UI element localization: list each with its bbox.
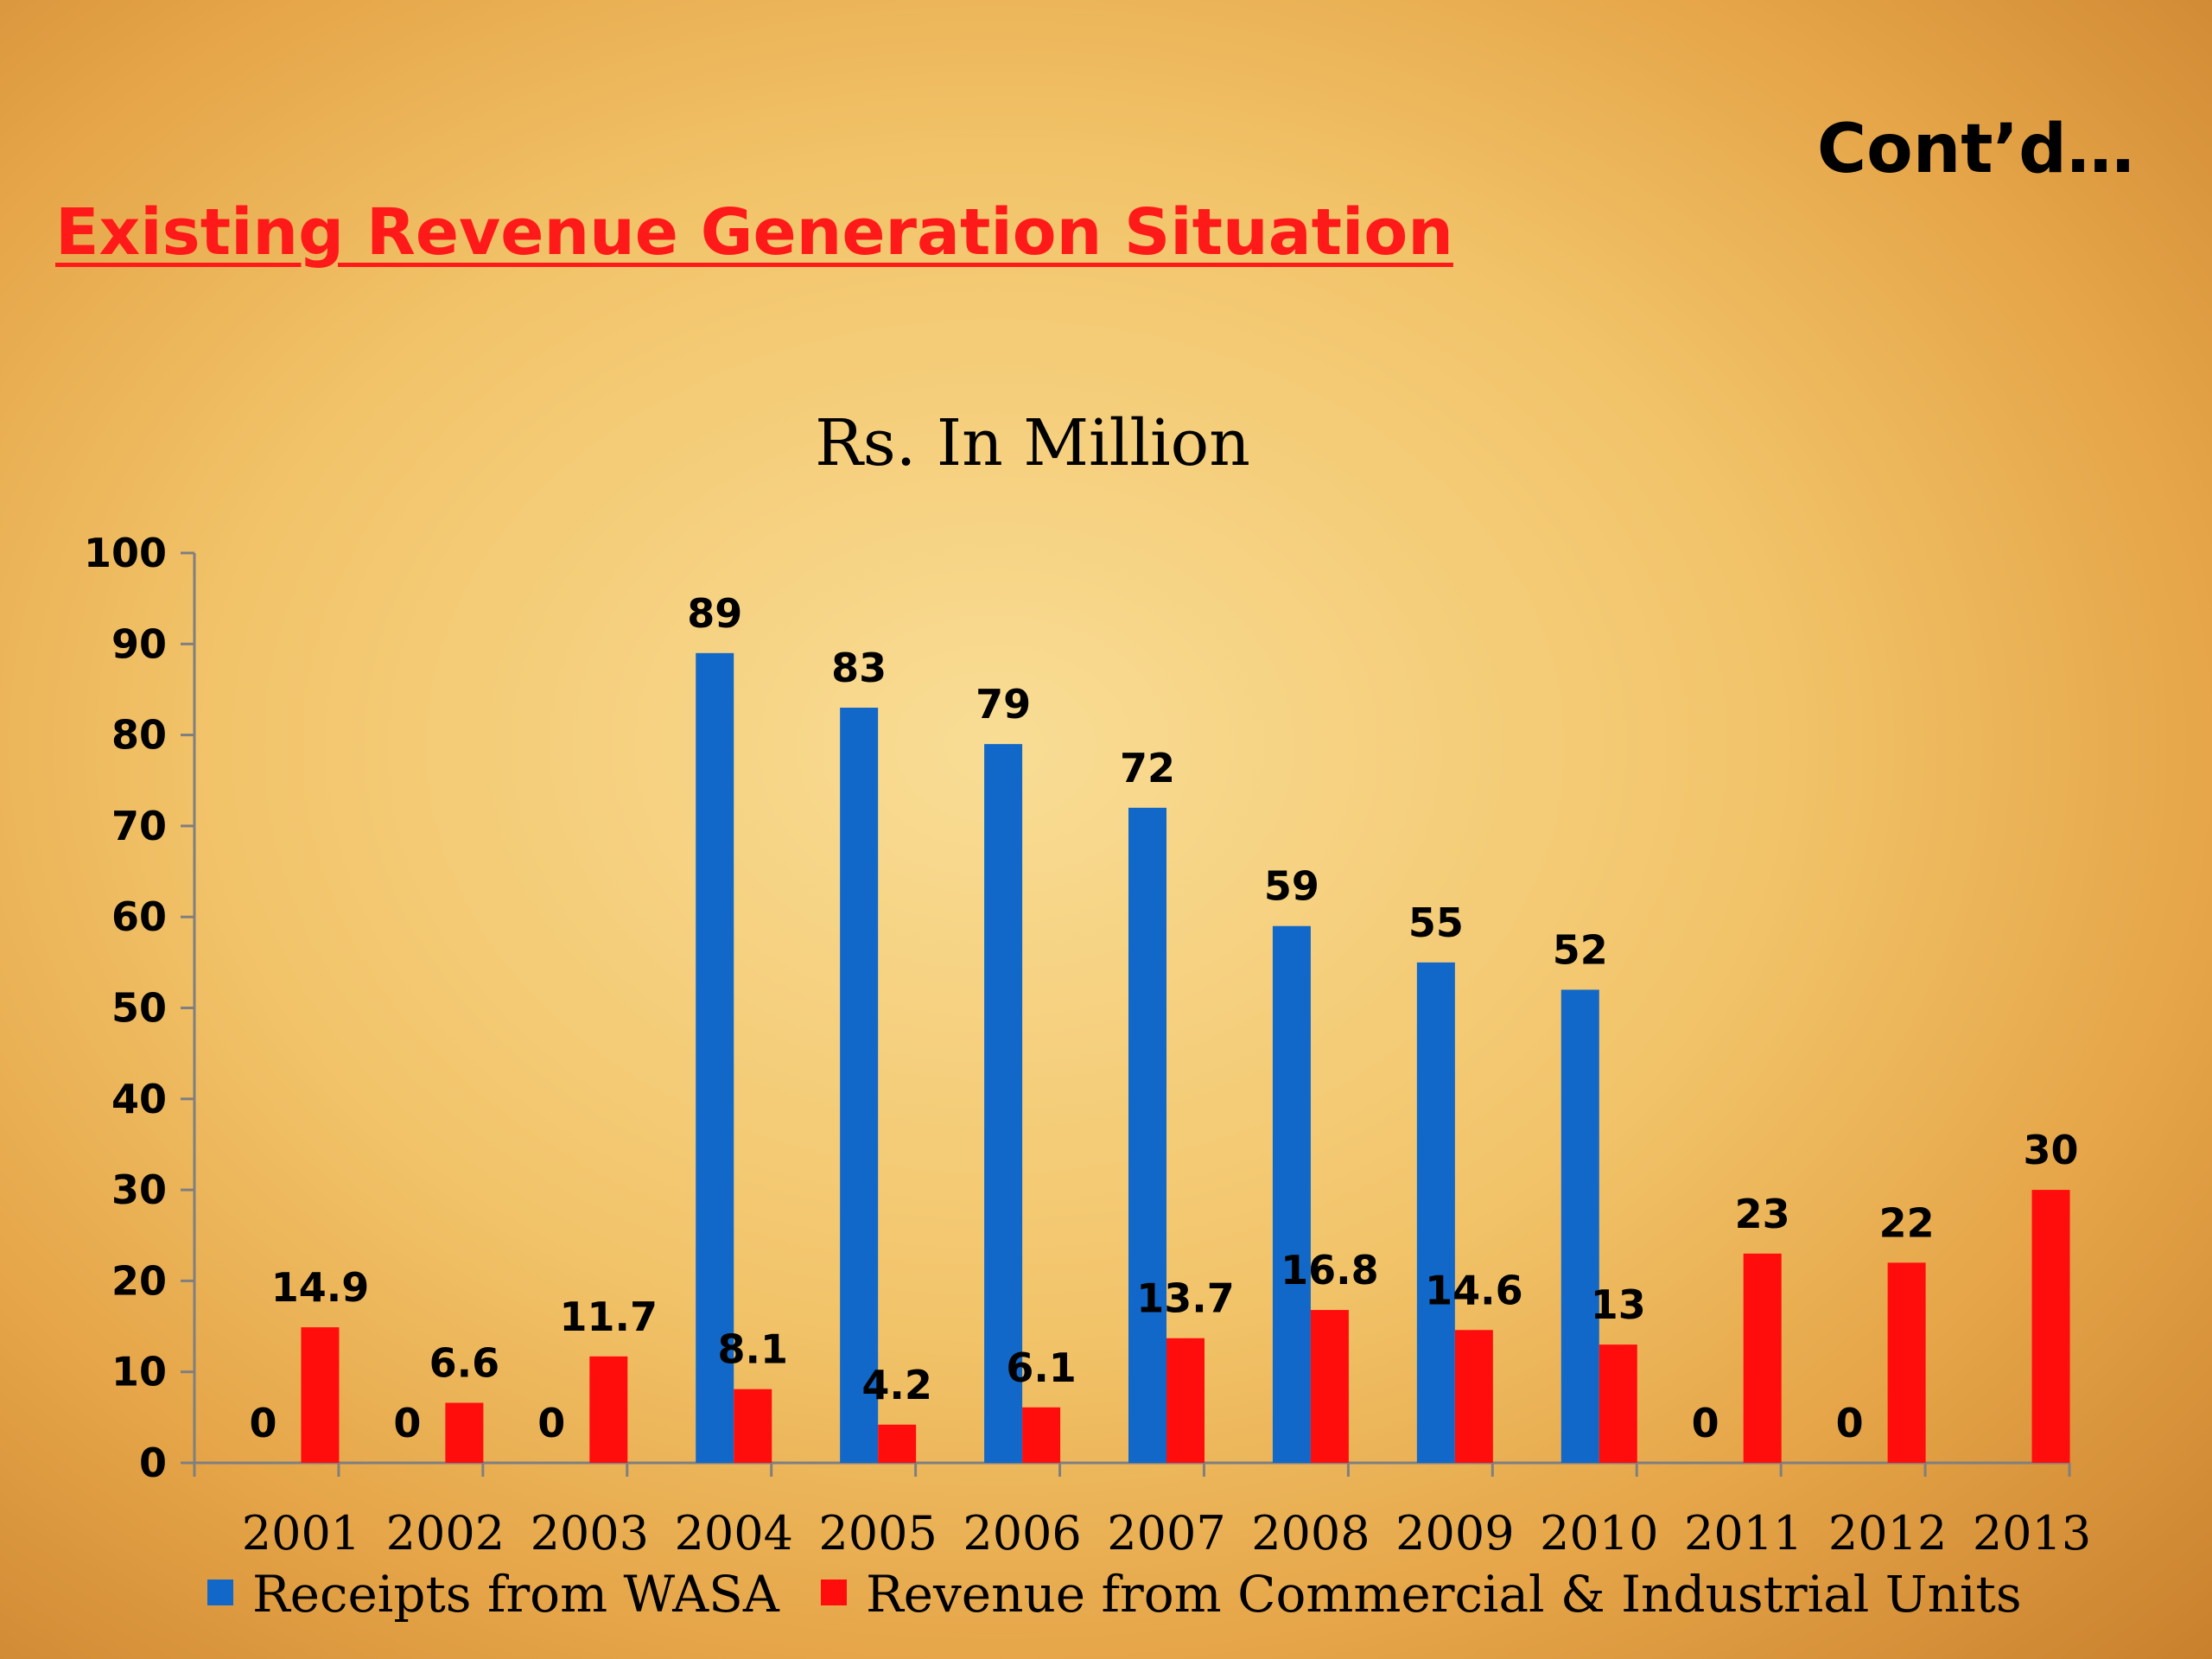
legend-swatch-commercial-industrial: [821, 1580, 847, 1605]
y-tick-label: 60: [111, 893, 167, 940]
bar-commercial-industrial: [301, 1327, 340, 1463]
chart-legend: Receipts from WASA Revenue from Commercia…: [207, 1565, 2022, 1624]
data-label-receipts-wasa: 55: [1408, 899, 1464, 946]
data-label-receipts-wasa: 89: [687, 590, 742, 637]
data-label-commercial-industrial: 4.2: [861, 1362, 932, 1408]
x-tick-label: 2013: [1973, 1506, 2091, 1560]
x-tick-label: 2006: [963, 1506, 1081, 1560]
bar-receipts-wasa: [984, 744, 1023, 1463]
y-tick-label: 100: [84, 530, 167, 576]
bar-receipts-wasa: [1128, 807, 1166, 1463]
x-tick-label: 2007: [1107, 1506, 1225, 1560]
y-tick-label: 70: [111, 803, 167, 849]
x-tick-label: 2004: [675, 1506, 793, 1560]
chart-axes: 0 10 20 30 40 50 60 70 80 90 100 2001 2002 2003 2004 20…: [84, 530, 2091, 1560]
y-tick-label: 40: [111, 1076, 167, 1122]
data-label-receipts-wasa: 52: [1553, 926, 1608, 973]
data-label-commercial-industrial: 13.7: [1136, 1275, 1235, 1322]
data-label-commercial-industrial: 14.9: [271, 1264, 370, 1311]
legend-label-commercial-industrial: Revenue from Commercial & Industrial Uni…: [866, 1565, 2022, 1624]
x-tick-label: 2001: [242, 1506, 360, 1560]
y-tick-label: 30: [111, 1166, 167, 1213]
x-tick-label: 2003: [531, 1506, 649, 1560]
data-label-receipts-wasa: 0: [249, 1400, 276, 1446]
chart-data-labels: 0 0 0 89 83 79 72 59 55 52 0 0 14.9 6.6 11.7 8.1 4.2 6.1 1…: [249, 590, 2078, 1446]
data-label-commercial-industrial: 23: [1735, 1191, 1790, 1237]
bar-receipts-wasa: [1272, 925, 1311, 1463]
data-label-commercial-industrial: 6.1: [1006, 1344, 1077, 1391]
x-tick-label: 2010: [1540, 1506, 1658, 1560]
data-label-receipts-wasa: 72: [1120, 745, 1175, 791]
legend-label-receipts-wasa: Receipts from WASA: [252, 1565, 780, 1624]
bar-receipts-wasa: [1416, 962, 1455, 1463]
data-label-receipts-wasa: 83: [831, 645, 887, 691]
x-tick-label: 2009: [1395, 1506, 1514, 1560]
y-tick-label: 50: [111, 985, 167, 1032]
data-label-receipts-wasa: 0: [1836, 1400, 1864, 1446]
y-tick-label: 90: [111, 620, 167, 667]
bar-commercial-industrial: [1022, 1407, 1061, 1463]
x-tick-label: 2002: [386, 1506, 505, 1560]
data-label-commercial-industrial: 11.7: [560, 1294, 658, 1340]
bar-commercial-industrial: [734, 1389, 772, 1463]
x-tick-label: 2011: [1684, 1506, 1802, 1560]
bar-commercial-industrial: [2031, 1190, 2070, 1463]
bar-commercial-industrial: [1743, 1253, 1782, 1463]
y-tick-label: 80: [111, 712, 167, 759]
y-tick-label: 0: [139, 1440, 167, 1486]
y-tick-label: 20: [111, 1257, 167, 1304]
bar-receipts-wasa: [840, 708, 879, 1463]
data-label-receipts-wasa: 0: [393, 1400, 421, 1446]
data-label-commercial-industrial: 6.6: [429, 1340, 500, 1387]
x-tick-label: 2005: [818, 1506, 937, 1560]
data-label-receipts-wasa: 0: [537, 1400, 565, 1446]
bar-commercial-industrial: [878, 1424, 917, 1463]
bar-commercial-industrial: [1166, 1338, 1205, 1463]
x-tick-label: 2012: [1828, 1506, 1947, 1560]
slide-title: Existing Revenue Generation Situation: [55, 195, 1453, 270]
bar-commercial-industrial: [1887, 1262, 1926, 1463]
data-label-commercial-industrial: 22: [1879, 1199, 1935, 1246]
bar-receipts-wasa: [696, 652, 734, 1463]
data-label-commercial-industrial: 30: [2024, 1127, 2079, 1173]
continued-note: Cont’d…: [1816, 111, 2134, 188]
legend-swatch-receipts-wasa: [207, 1580, 233, 1605]
data-label-commercial-industrial: 14.6: [1425, 1267, 1523, 1313]
data-label-commercial-industrial: 13: [1591, 1281, 1646, 1328]
bar-commercial-industrial: [1310, 1310, 1349, 1463]
bar-receipts-wasa: [1560, 989, 1599, 1463]
data-label-commercial-industrial: 8.1: [717, 1326, 788, 1373]
data-label-receipts-wasa: 0: [1692, 1400, 1719, 1446]
x-tick-label: 2008: [1251, 1506, 1370, 1560]
bar-commercial-industrial: [589, 1356, 628, 1463]
bar-commercial-industrial: [1599, 1344, 1637, 1463]
chart-title: Rs. In Million: [815, 406, 1250, 480]
y-tick-label: 10: [111, 1349, 167, 1395]
data-label-receipts-wasa: 79: [976, 681, 1031, 728]
chart-bars: [301, 652, 2070, 1463]
bar-commercial-industrial: [1454, 1330, 1493, 1463]
data-label-commercial-industrial: 16.8: [1281, 1247, 1379, 1294]
bar-commercial-industrial: [445, 1402, 484, 1463]
data-label-receipts-wasa: 59: [1264, 863, 1319, 910]
